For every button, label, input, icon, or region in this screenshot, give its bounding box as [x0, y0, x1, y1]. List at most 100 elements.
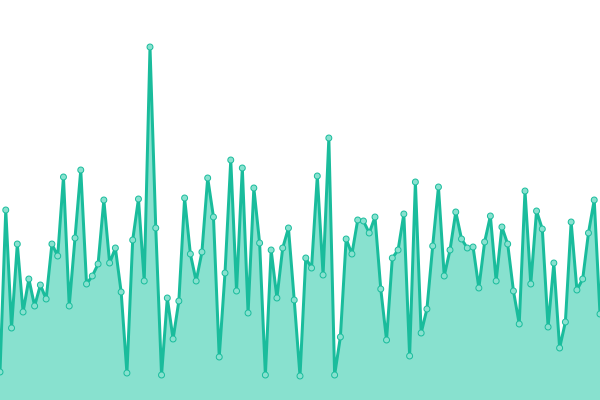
data-point	[446, 246, 454, 254]
data-point	[59, 173, 67, 181]
data-point	[475, 284, 483, 292]
data-point	[227, 156, 235, 164]
data-point	[169, 335, 177, 343]
data-point	[181, 194, 189, 202]
data-point	[596, 310, 600, 318]
data-point	[77, 166, 85, 174]
data-point	[13, 240, 21, 248]
data-point	[556, 344, 564, 352]
data-point	[88, 272, 96, 280]
data-point	[463, 244, 471, 252]
data-point	[371, 213, 379, 221]
data-point	[331, 371, 339, 379]
data-point	[94, 260, 102, 268]
data-point	[550, 259, 558, 267]
data-point	[106, 259, 114, 267]
data-point	[31, 302, 39, 310]
data-point	[244, 309, 252, 317]
data-point	[117, 288, 125, 296]
data-point	[383, 336, 391, 344]
data-point	[452, 208, 460, 216]
data-point	[71, 234, 79, 242]
data-point	[152, 224, 160, 232]
data-point	[8, 324, 16, 332]
data-point	[538, 225, 546, 233]
data-point	[204, 174, 212, 182]
data-point	[394, 246, 402, 254]
data-point	[342, 235, 350, 243]
data-point	[498, 223, 506, 231]
data-point	[481, 238, 489, 246]
data-point	[440, 272, 448, 280]
data-point	[308, 264, 316, 272]
data-point	[504, 240, 512, 248]
data-point	[284, 224, 292, 232]
data-point	[0, 368, 4, 376]
data-point	[458, 235, 466, 243]
data-point	[313, 172, 321, 180]
data-point	[417, 329, 425, 337]
data-point	[279, 244, 287, 252]
data-point	[359, 217, 367, 225]
data-point	[54, 252, 62, 260]
data-point	[233, 287, 241, 295]
data-point	[400, 210, 408, 218]
data-point	[163, 294, 171, 302]
data-point	[579, 275, 587, 283]
data-point	[515, 320, 523, 328]
data-point	[175, 297, 183, 305]
data-point	[140, 277, 148, 285]
data-point	[509, 287, 517, 295]
data-point	[146, 43, 154, 51]
data-point	[238, 164, 246, 172]
data-point	[492, 277, 500, 285]
data-point	[388, 254, 396, 262]
data-point	[129, 236, 137, 244]
data-point	[567, 218, 575, 226]
data-point	[411, 178, 419, 186]
data-point	[267, 246, 275, 254]
data-point	[134, 195, 142, 203]
data-point	[584, 229, 592, 237]
data-point	[261, 371, 269, 379]
data-point	[65, 302, 73, 310]
data-point	[42, 295, 50, 303]
data-point	[469, 243, 477, 251]
data-point	[302, 254, 310, 262]
data-point	[36, 281, 44, 289]
data-point	[434, 183, 442, 191]
data-point	[123, 369, 131, 377]
data-point	[186, 250, 194, 258]
area-fill	[0, 47, 600, 400]
data-point	[25, 275, 33, 283]
data-point	[521, 187, 529, 195]
data-point	[561, 318, 569, 326]
data-point	[377, 285, 385, 293]
data-point	[533, 207, 541, 215]
data-point	[198, 248, 206, 256]
data-point	[486, 212, 494, 220]
data-point	[250, 184, 258, 192]
data-point	[354, 216, 362, 224]
data-point	[19, 308, 27, 316]
data-point	[83, 280, 91, 288]
data-point	[544, 323, 552, 331]
data-point	[221, 269, 229, 277]
data-point	[100, 196, 108, 204]
data-point	[527, 280, 535, 288]
data-point	[429, 242, 437, 250]
data-point	[111, 244, 119, 252]
data-point	[348, 250, 356, 258]
data-point	[2, 206, 10, 214]
data-point	[296, 372, 304, 380]
data-point	[319, 271, 327, 279]
data-point	[423, 305, 431, 313]
data-point	[256, 239, 264, 247]
data-point	[336, 333, 344, 341]
data-point	[590, 196, 598, 204]
data-point	[273, 294, 281, 302]
data-point	[215, 353, 223, 361]
data-point	[365, 229, 373, 237]
